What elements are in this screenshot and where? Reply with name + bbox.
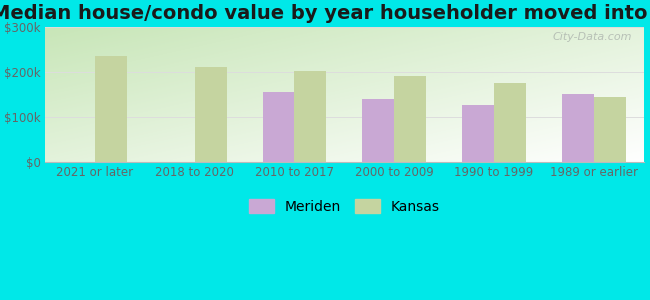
Title: Median house/condo value by year householder moved into unit: Median house/condo value by year househo… bbox=[0, 4, 650, 23]
Bar bbox=[95, 56, 127, 162]
Bar bbox=[263, 92, 294, 162]
Bar bbox=[594, 97, 626, 162]
Bar bbox=[462, 105, 494, 162]
Bar bbox=[294, 70, 326, 162]
Bar bbox=[562, 94, 594, 162]
Bar bbox=[494, 83, 526, 162]
Legend: Meriden, Kansas: Meriden, Kansas bbox=[243, 194, 446, 220]
Bar bbox=[395, 76, 426, 162]
Bar bbox=[362, 99, 395, 162]
Text: City-Data.com: City-Data.com bbox=[552, 32, 632, 41]
Bar bbox=[194, 67, 227, 162]
